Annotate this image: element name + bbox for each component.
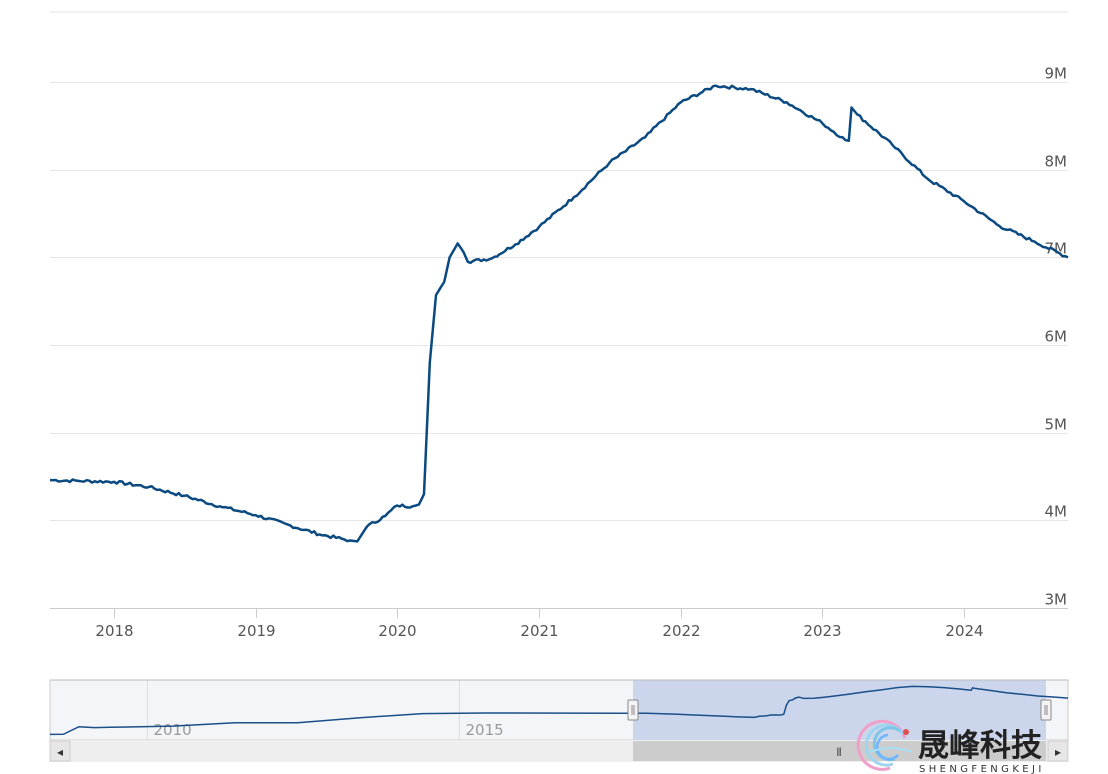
scroll-left-arrow-icon: ◂ (57, 745, 63, 759)
y-tick-label: 8M (1045, 153, 1068, 171)
navigator-x-label: 2010 (154, 721, 192, 739)
y-tick-label: 3M (1045, 591, 1068, 609)
grid-lines (50, 11, 1068, 609)
x-tick-label: 2022 (662, 622, 700, 640)
x-axis: 2018 2019 2020 2021 2022 2023 2024 (95, 608, 984, 640)
scrollbar-thumb[interactable] (633, 741, 1046, 761)
scroll-right-arrow-icon: ▸ (1055, 745, 1061, 759)
series-line-0 (49, 84, 1069, 543)
x-tick-label: 2024 (945, 622, 983, 640)
x-tick-label: 2019 (237, 622, 275, 640)
watermark-name-latin: SHENGFENGKEJI (919, 764, 1045, 774)
scrollbar-grip-icon: ⦀ (837, 746, 842, 759)
navigator[interactable]: 201020152020 (49, 679, 1069, 741)
navigator-selected-range[interactable] (633, 680, 1046, 740)
series-area (49, 84, 1069, 543)
x-tick-label: 2023 (803, 622, 841, 640)
watermark-name: 晟峰科技 (918, 728, 1042, 764)
y-tick-label: 4M (1045, 503, 1068, 521)
x-tick-label: 2021 (520, 622, 558, 640)
navigator-x-label: 2015 (466, 721, 504, 739)
scroll-left-button[interactable] (49, 740, 71, 762)
x-tick-label: 2018 (95, 622, 133, 640)
navigator-series-line (49, 685, 1069, 736)
y-tick-label: 6M (1045, 328, 1068, 346)
scroll-right-button[interactable] (1047, 740, 1069, 762)
y-tick-label: 7M (1045, 240, 1068, 258)
y-tick-label: 9M (1045, 65, 1068, 83)
x-tick-label: 2020 (378, 622, 416, 640)
watermark-logo-icon (856, 719, 913, 771)
navigator-handle-right[interactable] (1040, 699, 1052, 721)
y-tick-label: 5M (1045, 416, 1068, 434)
watermark: 晟峰科技 SHENGFENGKEJI (856, 719, 1045, 774)
navigator-handle-left[interactable] (627, 699, 639, 721)
scrollbar[interactable]: ◂ ▸ ⦀ (49, 740, 1069, 762)
y-axis: 3M 4M 5M 6M 7M 8M 9M (1045, 65, 1068, 609)
